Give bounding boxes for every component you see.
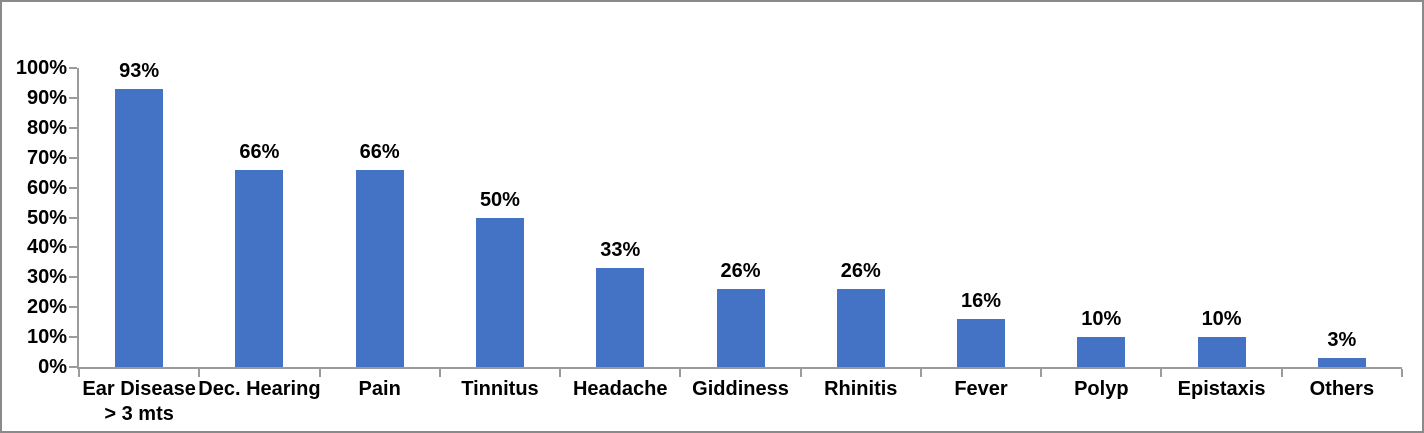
x-tick-mark [919,369,922,377]
x-tick-mark [1280,369,1283,377]
y-tick-mark [69,67,77,69]
y-axis-line [77,68,79,369]
y-axis-tick-label: 10% [26,326,67,349]
y-tick-mark [69,336,77,339]
y-tick-mark [69,276,77,279]
bar [475,217,524,367]
category-label: Polyp [1074,378,1129,400]
bar [957,319,1006,367]
plot-area: 100% 90% 80% 70% 60% 50% 40% 30% 20% 10% 0% 93% 66%… [16,57,1403,425]
y-tick-mark [69,96,77,99]
bar [1197,337,1246,367]
bar-value-label: 26% [720,260,761,283]
x-tick-mark [78,369,80,377]
bar [716,289,765,367]
bar [1077,337,1126,367]
y-axis-tick-label: 80% [26,116,67,139]
x-tick-mark [438,369,441,377]
category-label: Headache [572,378,668,400]
category-label: Others [1309,378,1375,400]
x-axis-line [77,367,1402,369]
bar-value-label: 16% [961,290,1002,313]
bar [115,88,164,367]
y-tick-mark [69,246,77,249]
x-tick-mark [318,369,321,377]
category-label: Rhinitis [824,378,898,400]
x-tick-mark [198,369,201,377]
y-tick-mark [69,126,77,129]
x-tick-mark [559,369,562,377]
bar [355,169,404,367]
x-tick-mark [679,369,682,377]
y-axis-tick-label: 0% [38,356,67,378]
category-label: Giddiness [692,378,789,400]
category-label: Fever [954,378,1008,400]
bar-value-label: 3% [1327,329,1357,352]
bar-value-label: 26% [840,260,881,283]
bar [235,169,284,367]
x-tick-mark [1401,369,1403,377]
bar [596,268,645,367]
bar-value-label: 50% [479,188,520,211]
category-label: Epistaxis [1177,378,1266,400]
y-axis-tick-label: 50% [26,206,67,229]
y-axis-tick-label: 40% [26,236,67,259]
y-tick-mark [69,186,77,189]
bar [836,289,885,367]
category-label: Ear Disease > 3 mts [82,378,196,425]
x-tick-mark [1040,369,1043,377]
y-axis-tick-label: 90% [26,86,67,109]
bar-value-label: 10% [1201,308,1242,331]
category-label: Dec. Hearing [198,378,321,400]
x-tick-mark [1160,369,1163,377]
bar-value-label: 33% [600,239,641,262]
y-axis-tick-label: 70% [26,146,67,169]
bar-value-label: 66% [239,140,280,163]
y-axis-tick-label: 60% [26,176,67,199]
bar [1317,358,1366,367]
x-tick-mark [799,369,802,377]
category-label: Tinnitus [461,378,539,400]
y-tick-mark [69,366,77,368]
bar-value-label: 66% [359,140,400,163]
y-tick-mark [69,216,77,219]
y-tick-mark [69,306,77,309]
bar-value-label: 93% [119,59,160,82]
y-axis-tick-label: 100% [15,57,67,79]
y-axis-tick-label: 20% [26,296,67,319]
bar-value-label: 10% [1081,308,1122,331]
y-axis-tick-label: 30% [26,266,67,289]
y-tick-mark [69,156,77,159]
category-label: Pain [358,378,401,400]
